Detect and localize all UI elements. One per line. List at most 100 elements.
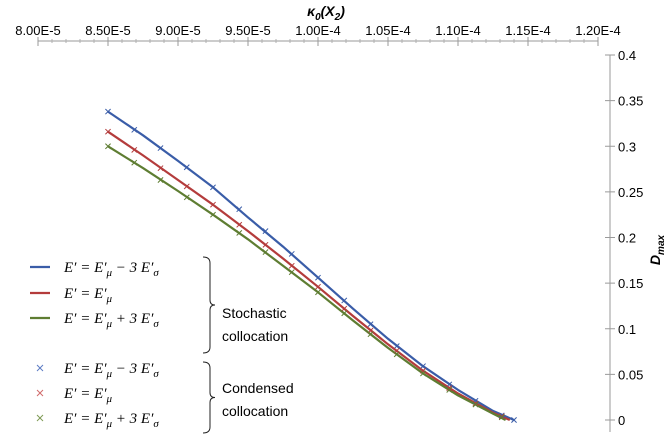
data-point-marker — [157, 145, 164, 152]
marker-stroke — [183, 194, 190, 201]
marker-stroke — [341, 297, 348, 304]
data-point-marker — [288, 250, 295, 257]
marker-stroke — [315, 283, 321, 290]
y-tick-label: 0.05 — [618, 367, 643, 382]
series-line — [107, 110, 515, 422]
data-point-marker — [420, 363, 426, 370]
marker-stroke — [288, 250, 295, 257]
data-point-marker — [183, 194, 190, 201]
marker-stroke — [210, 211, 216, 218]
series-line — [107, 130, 511, 422]
marker-stroke — [393, 343, 400, 350]
marker-stroke — [131, 126, 138, 133]
marker-stroke — [105, 128, 111, 135]
marker-stroke — [157, 165, 164, 172]
data-point-marker — [131, 146, 138, 153]
marker-stroke — [420, 370, 426, 377]
marker-stroke — [36, 414, 44, 422]
data-point-marker — [210, 184, 216, 191]
marker-stroke — [420, 363, 426, 370]
marker-stroke — [105, 143, 111, 150]
data-point-marker — [446, 385, 453, 392]
y-tick-label: 0.4 — [618, 48, 636, 63]
data-point-marker — [511, 417, 517, 423]
marker-stroke — [367, 321, 374, 328]
data-point-marker — [105, 143, 111, 150]
legend-entry-label: E′ = E′μ + 3 E′σ — [63, 411, 159, 430]
x-tick-label: 1.20E-4 — [575, 23, 621, 38]
legend: E′ = E′μ − 3 E′σ E′ = E′μ E′ = E′μ + 3 E′σ… — [30, 256, 294, 434]
data-point-marker — [341, 310, 348, 317]
x-axis-title: κ0(X2) — [307, 3, 345, 23]
data-point-marker — [262, 228, 269, 235]
series-line — [107, 145, 507, 421]
data-point-marker — [472, 401, 479, 408]
marker-stroke — [157, 145, 164, 152]
marker-stroke — [472, 400, 479, 407]
marker-stroke — [36, 364, 44, 372]
marker-stroke — [262, 228, 269, 235]
marker-stroke — [157, 177, 164, 183]
data-point-marker — [262, 249, 269, 256]
legend-entry-label: E′ = E′μ + 3 E′σ — [63, 311, 159, 330]
x-tick-label: 8.00E-5 — [15, 23, 61, 38]
y-tick-label: 0.25 — [618, 185, 643, 200]
data-point-marker — [393, 343, 400, 350]
condensed-group-label-line1: Condensed — [222, 380, 294, 396]
data-point-marker — [183, 183, 190, 190]
stochastic-group-brace — [202, 256, 216, 354]
marker-stroke — [420, 367, 426, 374]
x-tick-label: 9.00E-5 — [155, 23, 201, 38]
y-tick-label: 0.1 — [618, 322, 636, 337]
data-point-marker — [236, 229, 243, 236]
data-point-marker — [315, 274, 321, 281]
x-tick-label: 1.05E-4 — [365, 23, 411, 38]
x-tick-label: 1.00E-4 — [295, 23, 341, 38]
marker-stroke — [393, 351, 400, 358]
data-point-marker — [472, 400, 479, 407]
marker-stroke — [341, 305, 348, 312]
x-tick-label: 9.50E-5 — [225, 23, 271, 38]
plot-area — [105, 108, 517, 423]
marker-stroke — [315, 289, 321, 296]
y-tick-label: 0.2 — [618, 231, 636, 246]
marker-stroke — [498, 412, 505, 419]
data-point-marker — [393, 351, 400, 358]
marker-stroke — [288, 269, 295, 276]
condensed-group-label-line2: collocation — [222, 403, 288, 419]
marker-stroke — [315, 274, 321, 281]
marker-stroke — [498, 414, 505, 421]
data-point-marker — [157, 177, 164, 183]
x-tick-label: 8.50E-5 — [85, 23, 131, 38]
data-point-marker — [367, 331, 374, 338]
marker-stroke — [262, 241, 269, 248]
marker-stroke — [236, 221, 243, 228]
data-point-marker — [183, 164, 190, 171]
legend-marker-swatch — [36, 389, 44, 397]
y-tick-label: 0.15 — [618, 276, 643, 291]
marker-stroke — [210, 201, 216, 208]
y-tick-label: 0.3 — [618, 139, 636, 154]
marker-stroke — [446, 385, 453, 392]
marker-stroke — [236, 206, 243, 213]
stochastic-group-label-line1: Stochastic — [222, 305, 287, 321]
data-point-marker — [315, 283, 321, 290]
x-tick-label: 1.15E-4 — [505, 23, 551, 38]
marker-stroke — [262, 249, 269, 256]
legend-entry-label: E′ = E′μ − 3 E′σ — [63, 361, 159, 380]
data-point-marker — [288, 269, 295, 276]
marker-stroke — [183, 183, 190, 190]
data-point-marker — [446, 386, 453, 393]
stochastic-group-label-line2: collocation — [222, 328, 288, 344]
data-point-marker — [288, 262, 295, 269]
marker-stroke — [131, 146, 138, 153]
marker-stroke — [210, 184, 216, 191]
marker-stroke — [288, 262, 295, 269]
marker-stroke — [236, 229, 243, 236]
y-axis-title: Dmax — [647, 234, 667, 265]
marker-stroke — [131, 159, 138, 166]
data-point-marker — [210, 201, 216, 208]
data-point-marker — [315, 289, 321, 296]
data-point-marker — [131, 126, 138, 133]
